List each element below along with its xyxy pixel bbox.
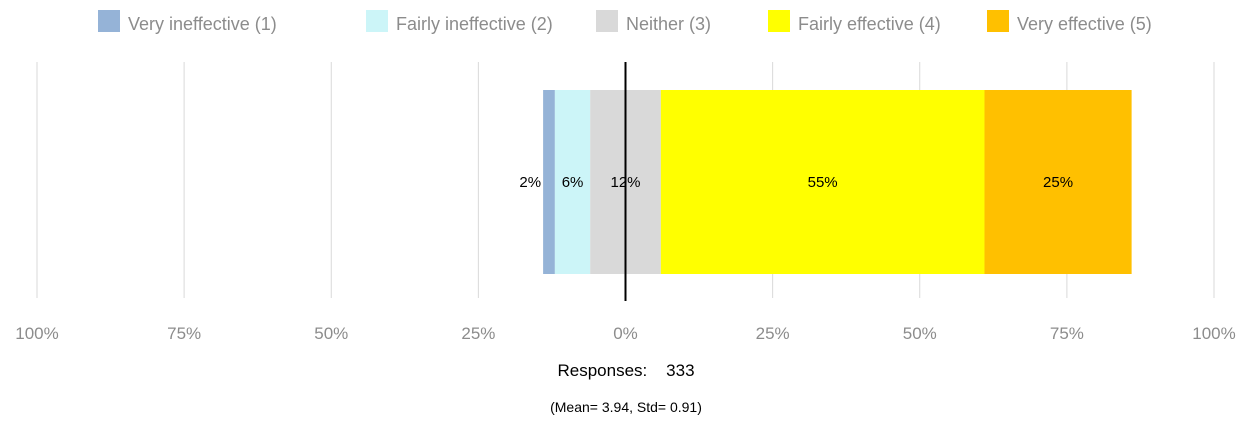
x-tick-label: 100% xyxy=(15,324,58,343)
x-tick-label: 75% xyxy=(1050,324,1084,343)
bar-data-label: 55% xyxy=(808,174,838,191)
x-axis-ticks: 100% 75% 50% 25% 0% 25% 50% 75% 100% xyxy=(15,324,1235,343)
bar-labels: 2% 6% 12% 55% 25% xyxy=(519,174,1073,191)
bar-data-label: 12% xyxy=(610,174,640,191)
bar-data-label: 6% xyxy=(562,174,584,191)
x-tick-label: 100% xyxy=(1192,324,1235,343)
bar-segment xyxy=(984,90,1132,274)
legend-label: Very ineffective (1) xyxy=(128,14,277,34)
legend-swatch xyxy=(596,10,618,32)
legend: Very ineffective (1) Fairly ineffective (… xyxy=(98,10,1152,34)
bar-data-label: 25% xyxy=(1043,174,1073,191)
legend-label: Very effective (5) xyxy=(1017,14,1152,34)
legend-label: Fairly effective (4) xyxy=(798,14,941,34)
x-tick-label: 50% xyxy=(903,324,937,343)
stats-line: (Mean= 3.94, Std= 0.91) xyxy=(550,399,702,415)
x-tick-label: 50% xyxy=(314,324,348,343)
legend-swatch xyxy=(768,10,790,32)
bar-segment xyxy=(660,90,985,274)
legend-swatch xyxy=(366,10,388,32)
responses-value: 333 xyxy=(666,361,695,380)
legend-label: Neither (3) xyxy=(626,14,711,34)
bar-data-label: 2% xyxy=(519,174,541,191)
responses-label: Responses: xyxy=(557,361,648,380)
legend-swatch xyxy=(987,10,1009,32)
x-tick-label: 25% xyxy=(461,324,495,343)
x-tick-label: 0% xyxy=(613,324,638,343)
legend-swatch xyxy=(98,10,120,32)
bar-segment xyxy=(554,90,591,274)
responses-line: Responses: 333 xyxy=(0,361,1252,381)
legend-label: Fairly ineffective (2) xyxy=(396,14,553,34)
x-tick-label: 25% xyxy=(756,324,790,343)
x-tick-label: 75% xyxy=(167,324,201,343)
bar-segment xyxy=(543,90,555,274)
